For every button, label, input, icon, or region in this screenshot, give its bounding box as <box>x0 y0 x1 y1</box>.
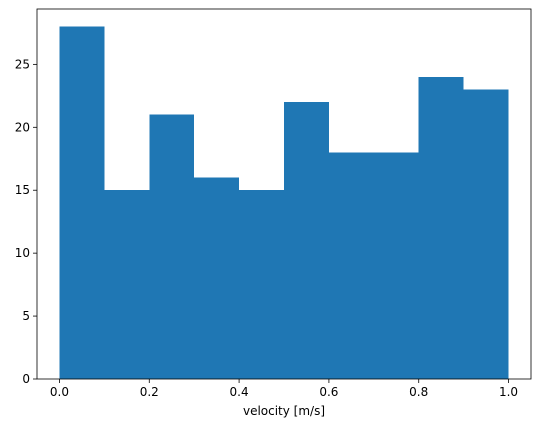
histogram-bar <box>149 114 195 379</box>
x-tick-label: 0.4 <box>230 385 249 399</box>
y-tick-label: 10 <box>15 246 30 260</box>
bars-group <box>59 26 509 380</box>
histogram-bar <box>328 152 374 379</box>
x-tick-label: 0.8 <box>409 385 428 399</box>
axes-frame <box>36 8 532 380</box>
histogram-bar <box>194 177 240 379</box>
x-tick-label: 0.2 <box>140 385 159 399</box>
y-tick-label: 5 <box>22 309 30 323</box>
histogram-bar <box>284 102 329 380</box>
y-tick-label: 0 <box>22 372 30 386</box>
histogram-bar <box>239 190 284 379</box>
y-tick-label: 20 <box>15 120 30 134</box>
histogram-bar <box>373 152 419 379</box>
x-tick-label: 1.0 <box>499 385 518 399</box>
x-tick-label: 0.6 <box>319 385 338 399</box>
y-tick-label: 25 <box>15 57 30 71</box>
y-ticks-group: 0 5 10 15 20 25 <box>15 57 37 386</box>
x-ticks-group: 0.0 0.2 0.4 0.6 0.8 1.0 <box>50 379 518 399</box>
y-tick-label: 15 <box>15 183 30 197</box>
histogram-bar <box>463 89 509 379</box>
histogram-bar <box>59 26 105 379</box>
histogram-bar <box>418 76 464 380</box>
x-axis-label: velocity [m/s] <box>243 404 325 418</box>
histogram-bar <box>104 190 150 379</box>
x-tick-label: 0.0 <box>50 385 69 399</box>
